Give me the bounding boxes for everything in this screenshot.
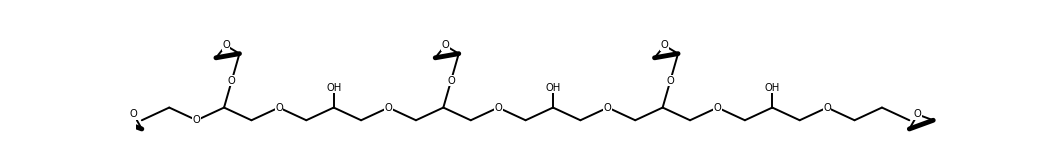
Text: O: O — [666, 76, 675, 86]
Text: OH: OH — [326, 83, 342, 93]
Text: O: O — [385, 102, 393, 113]
Text: OH: OH — [765, 83, 780, 93]
Text: O: O — [130, 110, 137, 119]
Text: O: O — [824, 102, 831, 113]
Text: O: O — [275, 102, 283, 113]
Text: O: O — [193, 115, 200, 125]
Text: O: O — [495, 102, 502, 113]
Text: O: O — [442, 40, 449, 51]
Text: O: O — [604, 102, 612, 113]
Text: O: O — [661, 40, 668, 51]
Text: O: O — [447, 76, 455, 86]
Text: O: O — [714, 102, 721, 113]
Text: O: O — [228, 76, 235, 86]
Text: OH: OH — [546, 83, 561, 93]
Text: O: O — [222, 40, 230, 51]
Text: O: O — [914, 110, 921, 119]
